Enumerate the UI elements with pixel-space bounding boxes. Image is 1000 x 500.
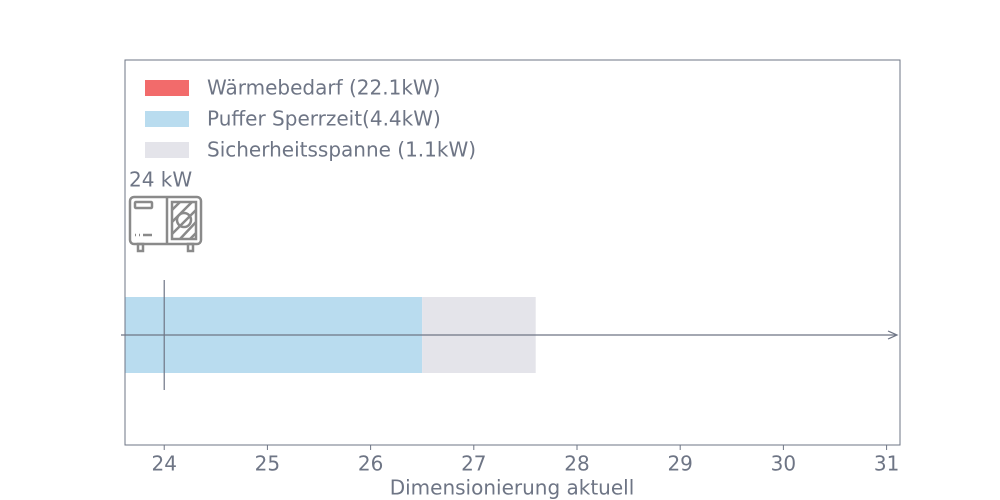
x-tick-label: 24 — [151, 452, 176, 476]
legend-swatch — [145, 80, 189, 96]
heat-pump-icon — [128, 195, 203, 253]
x-tick-label: 27 — [461, 452, 486, 476]
x-axis-label: Dimensionierung aktuell — [390, 476, 635, 500]
marker-label: 24 kW — [129, 168, 192, 192]
legend-label: Wärmebedarf (22.1kW) — [207, 76, 440, 100]
legend-label: Sicherheitsspanne (1.1kW) — [207, 138, 476, 162]
x-tick-label: 31 — [874, 452, 899, 476]
plot-frame — [124, 59, 901, 446]
legend-swatch — [145, 111, 189, 127]
x-tick-label: 30 — [771, 452, 796, 476]
x-tick-label: 25 — [255, 452, 280, 476]
x-tick-label: 29 — [667, 452, 692, 476]
x-tick-label: 28 — [564, 452, 589, 476]
arrow-head — [887, 330, 899, 340]
legend-swatch — [145, 142, 189, 158]
x-tick-label: 26 — [358, 452, 383, 476]
legend-label: Puffer Sperrzeit(4.4kW) — [207, 107, 441, 131]
